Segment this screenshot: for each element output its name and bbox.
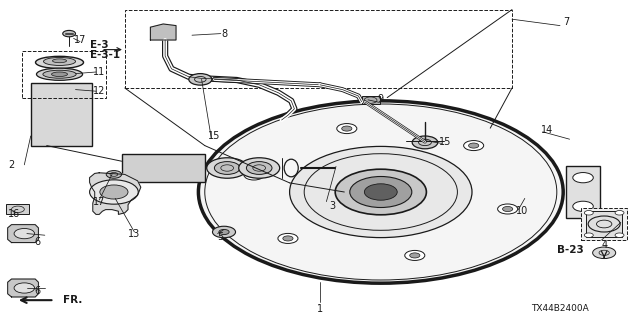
- Circle shape: [249, 172, 259, 178]
- Circle shape: [278, 233, 298, 244]
- Circle shape: [14, 283, 35, 293]
- Circle shape: [573, 201, 593, 212]
- Circle shape: [573, 172, 593, 183]
- Bar: [6, 204, 29, 214]
- Circle shape: [337, 124, 357, 133]
- Bar: [125, 10, 512, 88]
- Circle shape: [212, 226, 236, 238]
- Text: 15: 15: [208, 131, 221, 141]
- Circle shape: [350, 177, 412, 207]
- Polygon shape: [90, 173, 141, 214]
- Text: 10: 10: [515, 206, 528, 216]
- Circle shape: [335, 169, 426, 215]
- Circle shape: [468, 143, 479, 148]
- Text: 11: 11: [93, 67, 106, 77]
- Text: 16: 16: [8, 209, 20, 220]
- Circle shape: [219, 229, 229, 235]
- Bar: [586, 211, 622, 237]
- Circle shape: [14, 228, 35, 239]
- Circle shape: [207, 158, 248, 178]
- Circle shape: [189, 74, 212, 85]
- Bar: [31, 83, 92, 146]
- Text: 6: 6: [34, 286, 40, 296]
- Text: 2: 2: [8, 160, 15, 170]
- Text: 14: 14: [541, 124, 554, 135]
- Circle shape: [404, 251, 425, 260]
- Ellipse shape: [36, 68, 83, 80]
- Bar: [581, 208, 627, 240]
- Circle shape: [283, 236, 293, 241]
- Text: FR.: FR.: [63, 295, 82, 305]
- Circle shape: [502, 206, 513, 212]
- Text: 12: 12: [93, 86, 106, 96]
- Text: TX44B2400A: TX44B2400A: [531, 304, 589, 313]
- Text: 8: 8: [221, 28, 227, 39]
- Ellipse shape: [51, 72, 68, 76]
- Text: B-23: B-23: [557, 244, 584, 255]
- Circle shape: [498, 204, 518, 214]
- Circle shape: [244, 170, 264, 180]
- Text: 5: 5: [218, 232, 224, 242]
- Bar: [122, 155, 205, 182]
- Text: 13: 13: [128, 228, 141, 239]
- Text: 7: 7: [563, 17, 570, 28]
- Text: E-3: E-3: [90, 40, 108, 50]
- Text: E-3-1: E-3-1: [90, 50, 120, 60]
- Text: 4: 4: [602, 240, 608, 250]
- Text: 6: 6: [34, 236, 40, 247]
- Circle shape: [198, 101, 563, 283]
- Ellipse shape: [44, 58, 76, 66]
- Circle shape: [100, 185, 128, 199]
- Circle shape: [410, 253, 420, 258]
- Ellipse shape: [35, 56, 83, 68]
- Circle shape: [412, 136, 438, 149]
- Text: 17: 17: [74, 35, 86, 45]
- Circle shape: [246, 162, 272, 174]
- Circle shape: [615, 233, 624, 237]
- Ellipse shape: [43, 70, 76, 78]
- Text: 3: 3: [330, 201, 336, 212]
- Text: 15: 15: [438, 137, 451, 148]
- Circle shape: [214, 162, 240, 174]
- Text: 9: 9: [378, 94, 384, 104]
- Circle shape: [239, 158, 280, 178]
- Text: 17: 17: [93, 196, 106, 207]
- Circle shape: [289, 147, 472, 237]
- Circle shape: [364, 184, 397, 200]
- Text: 1: 1: [317, 304, 323, 314]
- Bar: [362, 96, 380, 104]
- Bar: [22, 51, 106, 98]
- Polygon shape: [150, 24, 176, 40]
- Polygon shape: [8, 225, 38, 243]
- Circle shape: [63, 30, 76, 37]
- Circle shape: [463, 140, 484, 151]
- Circle shape: [342, 126, 352, 131]
- Circle shape: [584, 211, 593, 215]
- Polygon shape: [8, 279, 38, 297]
- Circle shape: [584, 233, 593, 237]
- Circle shape: [90, 180, 138, 204]
- Circle shape: [106, 171, 122, 178]
- Circle shape: [615, 211, 624, 215]
- Circle shape: [593, 247, 616, 259]
- Bar: [566, 166, 600, 218]
- Ellipse shape: [52, 59, 67, 63]
